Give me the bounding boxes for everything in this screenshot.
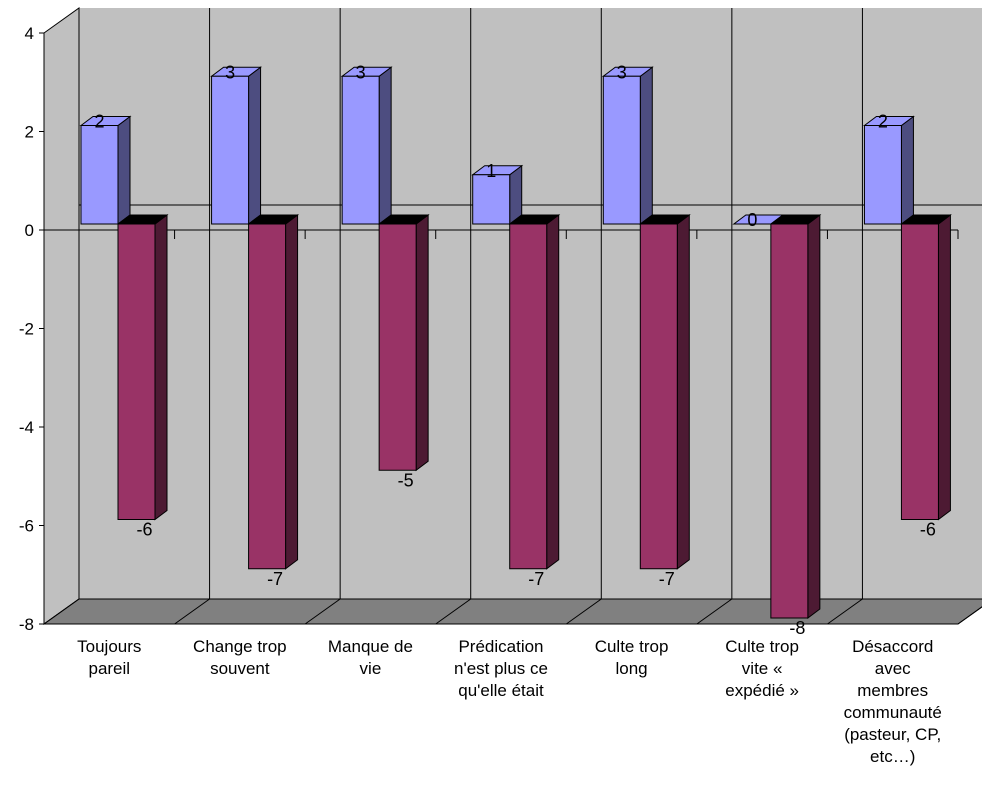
data-label: -7 [528, 569, 544, 589]
category-label-line: communauté [843, 703, 942, 722]
category-label-line: vite « [741, 659, 783, 678]
bar-series1-side [378, 66, 392, 225]
bar-series2-side [676, 214, 690, 570]
bar-series2-side [807, 214, 821, 619]
bar-series1 [80, 125, 119, 225]
data-label: -6 [920, 520, 936, 540]
bar-series2 [248, 223, 287, 570]
bar-series2 [770, 223, 809, 619]
data-label: 2 [878, 112, 888, 132]
category-label-line: Culte trop [594, 637, 669, 656]
y-tick-label: 0 [25, 221, 34, 240]
floor-divider [304, 598, 341, 625]
y-tick-label: 2 [25, 123, 34, 142]
bar-series2 [378, 223, 417, 471]
category-label-line: expédié » [725, 681, 799, 700]
bar-series1 [472, 174, 511, 225]
category-label: Change trop souvent [175, 636, 306, 680]
category-label: Désaccord avec membres communauté (pasteur, … [827, 636, 958, 768]
bar-series2 [900, 223, 939, 520]
category-label-line: (pasteur, CP, [844, 725, 942, 744]
data-label: 3 [617, 62, 627, 82]
category-label-line: membres [857, 681, 929, 700]
category-label-line: pareil [88, 659, 131, 678]
data-label: 0 [747, 210, 757, 230]
floor-divider [174, 598, 210, 625]
data-label: -5 [398, 470, 414, 490]
y-tick-label: 4 [25, 24, 34, 43]
category-label-line: etc…) [870, 747, 916, 766]
bar-series2 [639, 223, 678, 570]
category-label-line: Change trop [193, 637, 287, 656]
bar-series2-side [546, 214, 560, 570]
category-label-line: n'est plus ce [454, 659, 548, 678]
category-label-line: Désaccord [852, 637, 934, 656]
bar-series2-side [285, 214, 299, 570]
category-label-line: Prédication [458, 637, 544, 656]
bar-series2-side [415, 214, 429, 472]
floor-divider [957, 606, 982, 625]
y-tick-label: -2 [19, 320, 34, 339]
bar-series1 [602, 75, 641, 225]
bar-series1-side [248, 66, 262, 225]
data-label: -7 [659, 569, 675, 589]
floor-divider [827, 598, 863, 625]
category-label-line: Culte trop [725, 637, 799, 656]
category-label-line: avec [874, 659, 911, 678]
category-label: Culte trop vite « expédié » [697, 636, 828, 702]
floor-divider [43, 598, 80, 625]
bar-series2-side [154, 214, 168, 521]
bar-series1 [863, 125, 902, 225]
bar-series1-side [117, 115, 131, 225]
data-label: 2 [94, 112, 104, 132]
data-label: -8 [789, 618, 805, 638]
y-tick-label: -4 [19, 418, 34, 437]
category-label: Culte trop long [566, 636, 697, 680]
category-label-line: souvent [210, 659, 270, 678]
category-label-line: long [615, 659, 648, 678]
category-label-line: Manque de [327, 637, 413, 656]
category-label-line: qu'elle était [458, 681, 544, 700]
data-label: 1 [486, 161, 496, 181]
category-label: Manque de vie [305, 636, 436, 680]
bar-series1 [211, 75, 250, 225]
floor-divider [435, 598, 472, 625]
data-label: -7 [267, 569, 283, 589]
bar-series2-side [937, 214, 951, 521]
bar-series1-side [639, 66, 653, 225]
bar-series1-side [900, 115, 914, 225]
bar-series2 [509, 223, 548, 570]
bar-series2 [117, 223, 156, 520]
y-tick-label: -8 [19, 615, 34, 634]
category-label-line: Toujours [77, 637, 142, 656]
data-label: 3 [225, 62, 235, 82]
bar-series1-side [509, 164, 523, 225]
floor [42, 598, 982, 625]
bar-series1 [341, 75, 380, 225]
side-wall [43, 7, 80, 625]
floor-divider [696, 598, 733, 625]
data-label: 3 [356, 62, 366, 82]
category-label: Toujours pareil [44, 636, 175, 680]
category-label: Prédication n'est plus ce qu'elle était [436, 636, 567, 702]
category-label-line: vie [359, 659, 382, 678]
data-label: -6 [136, 520, 152, 540]
floor-divider [565, 598, 602, 625]
y-tick-label: -6 [19, 517, 34, 536]
